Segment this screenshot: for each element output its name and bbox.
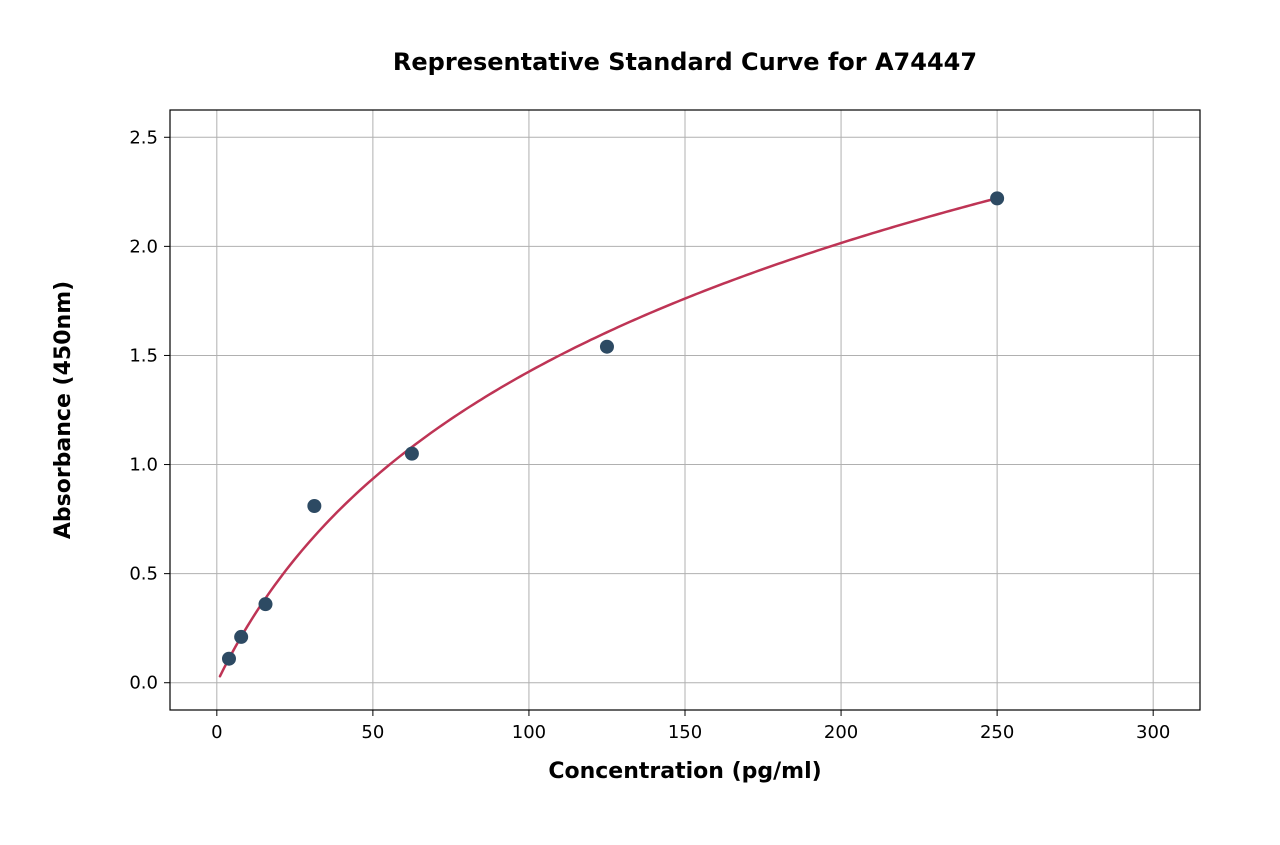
y-tick-label: 2.0 xyxy=(129,236,158,257)
standard-curve-chart: 0 50 100 150 200 250 300 0.0 0.5 1.0 1.5 2.0 2.5 Conc… xyxy=(0,0,1280,845)
chart-title: Representative Standard Curve for A74447 xyxy=(393,48,977,76)
x-tick-label: 200 xyxy=(824,722,858,743)
data-point xyxy=(405,447,419,461)
y-tick-label: 0.5 xyxy=(129,564,158,585)
chart-container: 0 50 100 150 200 250 300 0.0 0.5 1.0 1.5 2.0 2.5 Conc… xyxy=(0,0,1280,845)
x-tick-label: 100 xyxy=(512,722,546,743)
x-tick-label: 300 xyxy=(1136,722,1170,743)
y-tick-label: 1.0 xyxy=(129,455,158,476)
data-point xyxy=(259,597,273,611)
data-point xyxy=(222,652,236,666)
data-point xyxy=(307,499,321,513)
x-axis-label: Concentration (pg/ml) xyxy=(548,759,821,784)
data-point xyxy=(600,340,614,354)
y-tick-label: 1.5 xyxy=(129,345,158,366)
data-point xyxy=(234,630,248,644)
y-tick-label: 2.5 xyxy=(129,127,158,148)
x-tick-label: 50 xyxy=(361,722,384,743)
y-tick-label: 0.0 xyxy=(129,673,158,694)
data-point xyxy=(990,191,1004,205)
x-tick-label: 150 xyxy=(668,722,702,743)
x-tick-label: 0 xyxy=(211,722,222,743)
y-axis-label: Absorbance (450nm) xyxy=(51,281,76,539)
chart-background xyxy=(0,0,1280,845)
x-tick-label: 250 xyxy=(980,722,1014,743)
